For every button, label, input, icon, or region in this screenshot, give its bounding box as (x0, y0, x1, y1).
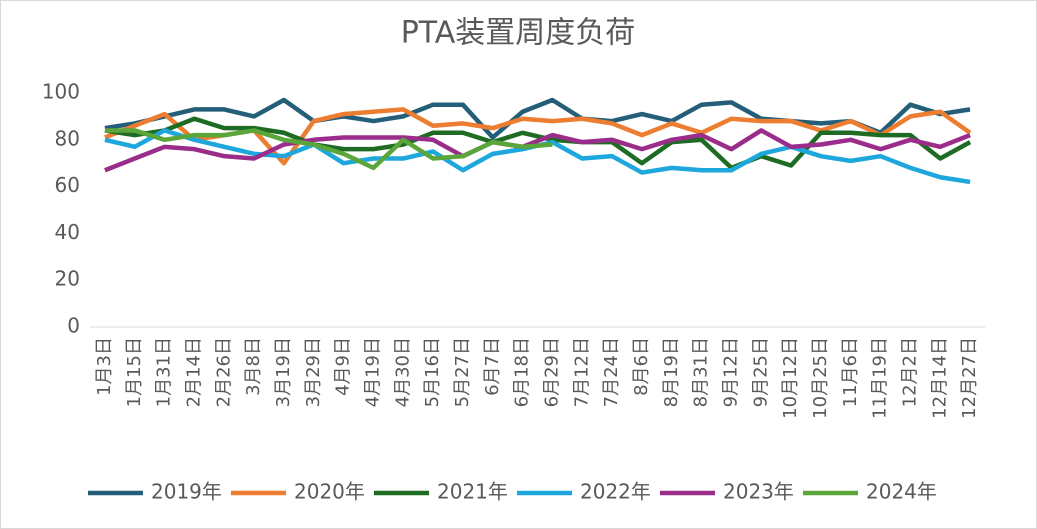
x-tick-label: 4月9日 (333, 337, 354, 396)
x-tick-label: 4月30日 (392, 337, 413, 407)
x-tick-label: 3月8日 (243, 337, 264, 396)
x-tick-label: 3月19日 (273, 337, 294, 407)
series-line (104, 116, 972, 171)
legend-label: 2024年 (866, 480, 937, 504)
x-tick-label: 7月24日 (601, 337, 622, 407)
y-tick-label: 80 (55, 126, 80, 150)
legend-label: 2019年 (151, 480, 222, 504)
x-tick-label: 6月7日 (482, 337, 503, 396)
x-tick-label: 5月27日 (452, 337, 473, 407)
x-tick-label: 1月15日 (124, 337, 145, 407)
series-line (104, 128, 971, 173)
chart-title: PTA装置周度负荷 (401, 16, 636, 51)
x-tick-label: 3月29日 (303, 337, 324, 407)
x-tick-label: 4月19日 (362, 337, 383, 407)
x-tick-label: 6月29日 (541, 337, 562, 407)
x-tick-label: 1月31日 (154, 337, 175, 407)
legend-label: 2020年 (294, 480, 365, 504)
x-tick-label: 8月6日 (631, 337, 652, 396)
y-tick-label: 40 (55, 220, 80, 244)
x-tick-label: 10月25日 (810, 337, 831, 419)
series-line (104, 128, 553, 171)
legend-label: 2023年 (723, 480, 794, 504)
x-tick-label: 12月27日 (959, 337, 980, 419)
legend-label: 2021年 (437, 480, 508, 504)
x-tick-label: 10月12日 (780, 337, 801, 419)
x-tick-label: 11月6日 (840, 337, 861, 407)
x-tick-label: 12月2日 (899, 337, 920, 407)
legend-label: 2022年 (580, 480, 651, 504)
x-tick-label: 12月14日 (929, 337, 950, 419)
y-tick-label: 100 (42, 80, 80, 104)
x-tick-label: 9月12日 (720, 337, 741, 407)
x-tick-label: 8月19日 (661, 337, 682, 407)
y-tick-label: 20 (55, 267, 80, 291)
x-tick-label: 1月3日 (94, 337, 115, 396)
y-tick-label: 60 (55, 173, 80, 197)
x-tick-label: 7月12日 (571, 337, 592, 407)
x-tick-label: 2月14日 (183, 337, 204, 407)
x-tick-label: 2月26日 (213, 337, 234, 407)
x-tick-label: 9月25日 (750, 337, 771, 407)
series-line (104, 97, 971, 140)
x-tick-label: 11月19日 (870, 337, 891, 419)
x-tick-label: 5月16日 (422, 337, 443, 407)
x-tick-label: 6月18日 (512, 337, 533, 407)
y-tick-label: 0 (67, 314, 80, 338)
x-tick-label: 8月31日 (691, 337, 712, 407)
